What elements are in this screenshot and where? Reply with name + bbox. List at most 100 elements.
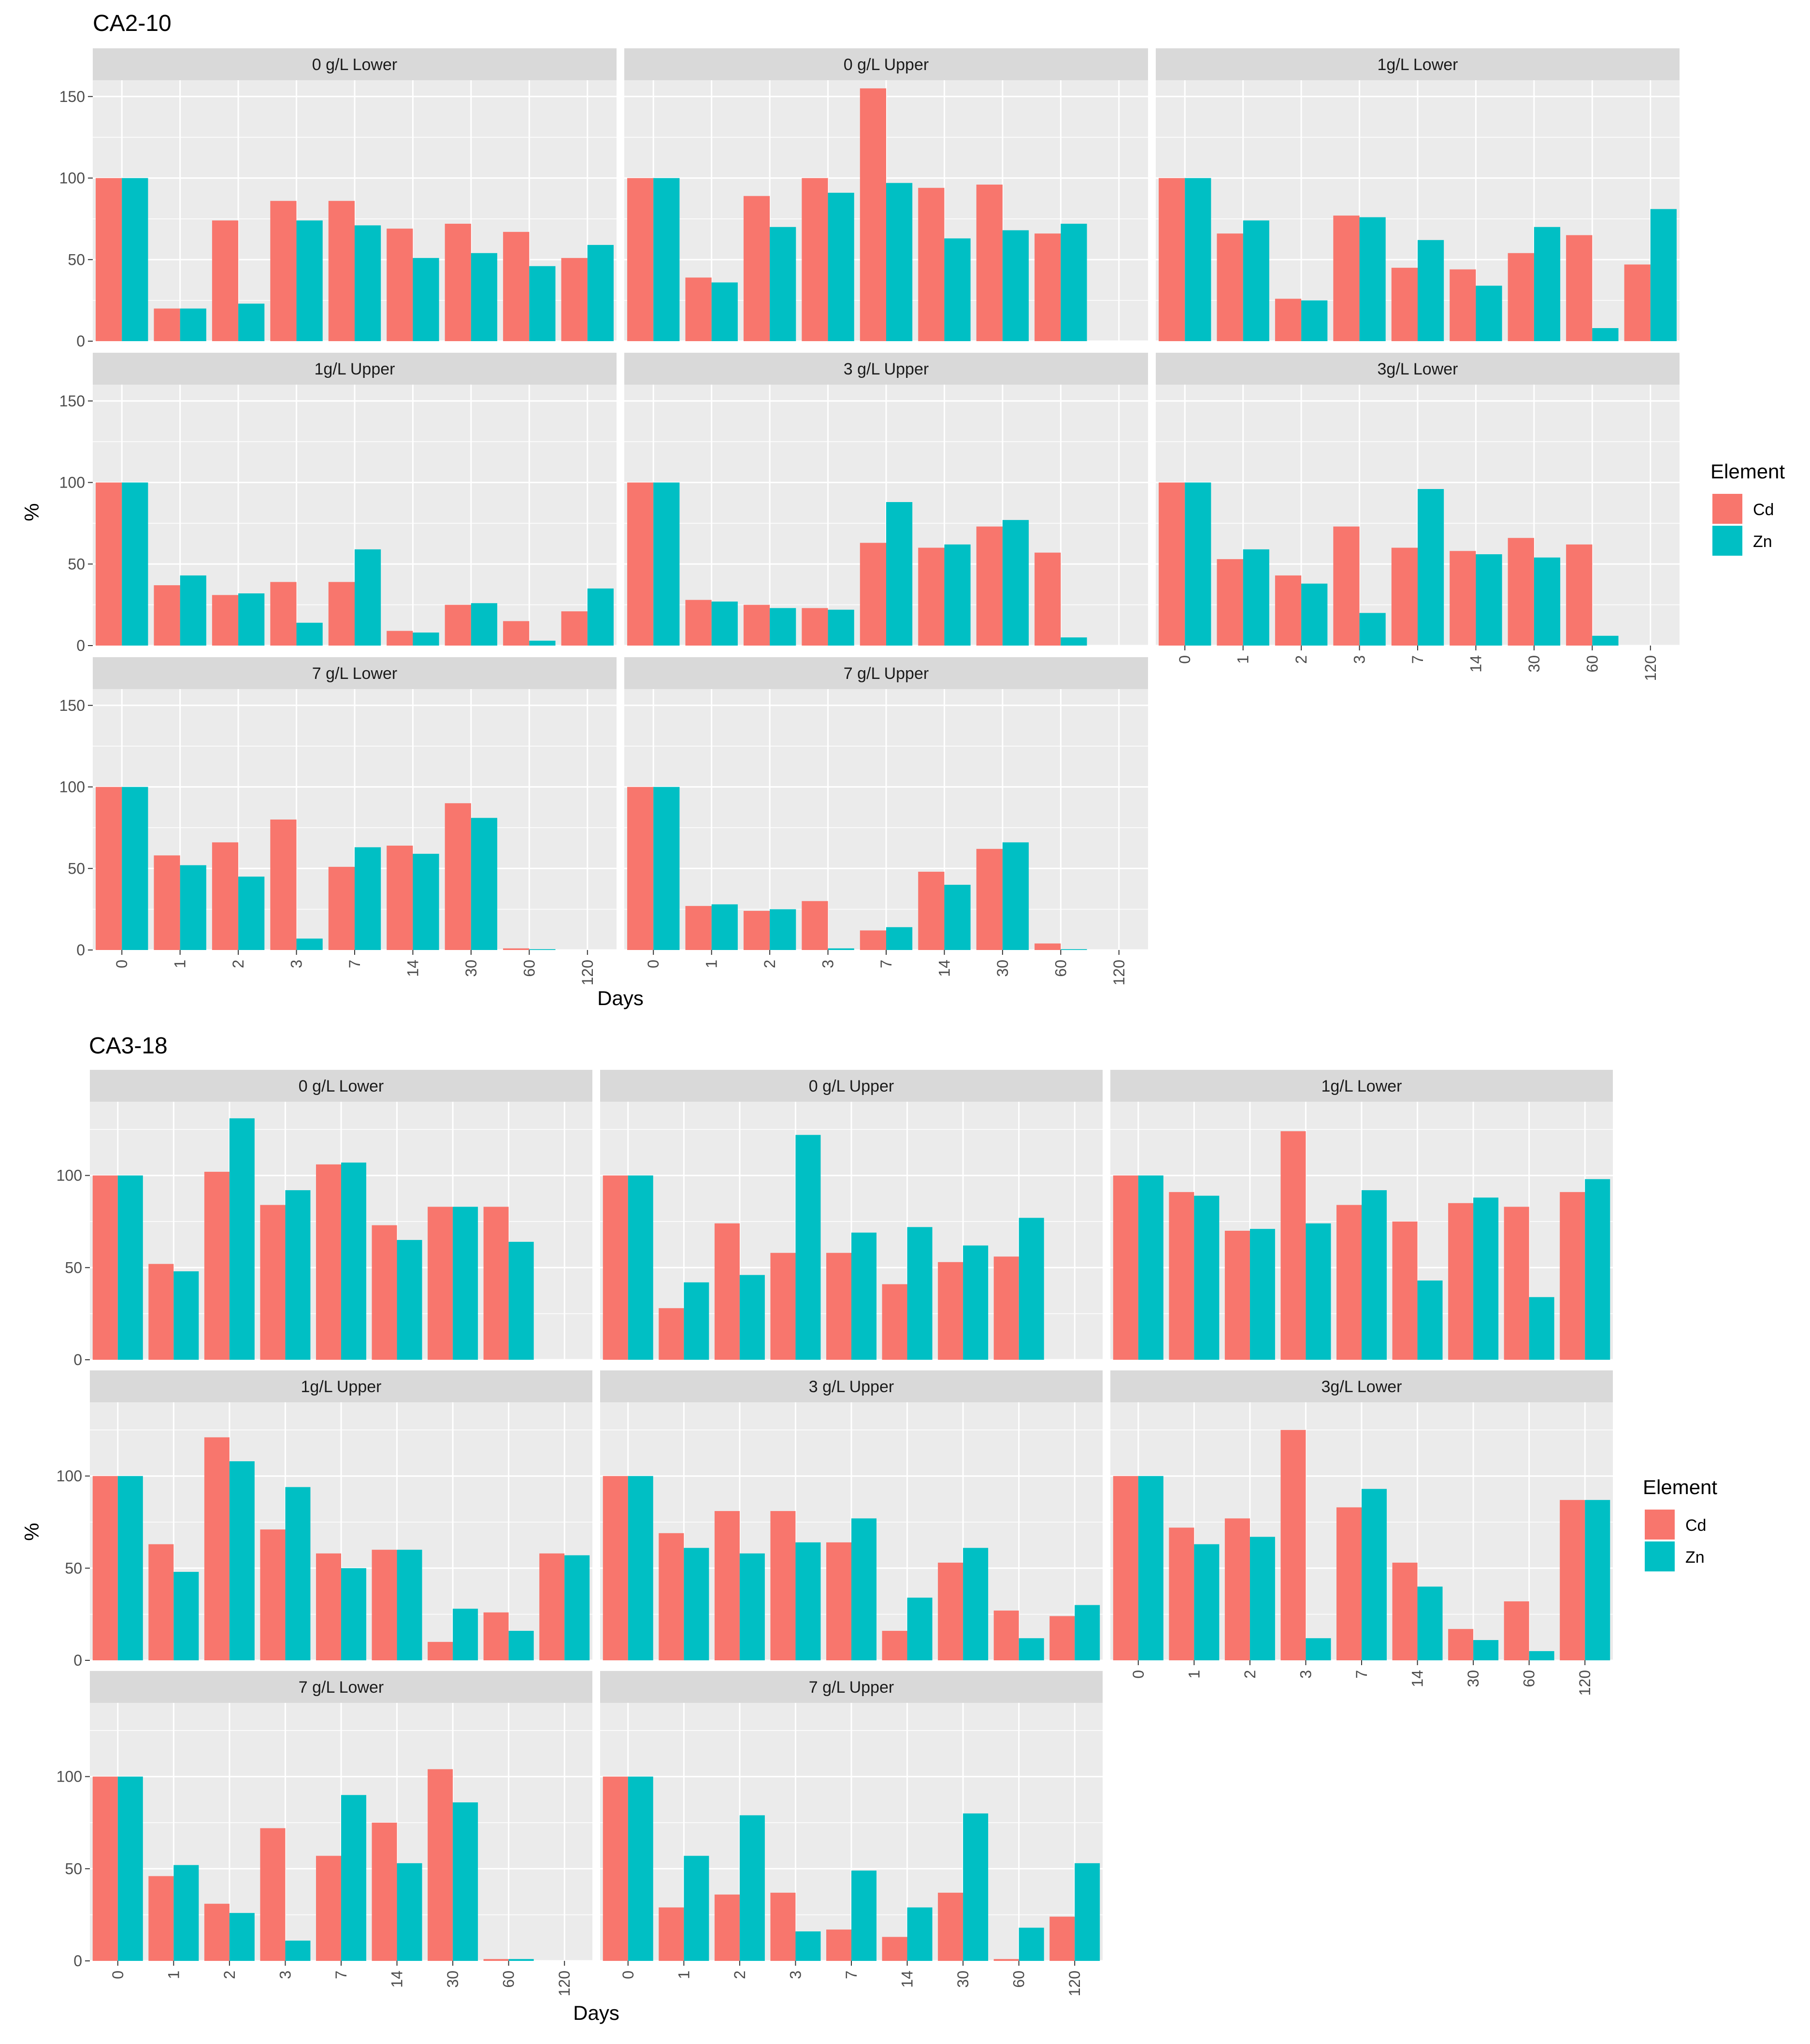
facet-strip	[90, 1070, 592, 1102]
x-tick-label: 120	[1110, 960, 1128, 985]
bar-cd-day-60	[1566, 544, 1593, 646]
x-tick-label: 0	[645, 960, 662, 968]
x-tick-label: 60	[520, 960, 538, 977]
bar-zn-day-3	[795, 1931, 821, 1961]
bar-zn-day-120	[1075, 1863, 1100, 1961]
x-tick-label: 120	[556, 1971, 573, 1996]
bar-cd-day-3	[1280, 1430, 1306, 1660]
bar-zn-day-120	[1585, 1179, 1610, 1360]
bar-zn-day-14	[397, 1240, 422, 1360]
bar-zn-day-14	[1417, 1586, 1443, 1660]
bar-zn-day-2	[770, 608, 796, 646]
bar-zn-day-1	[684, 1856, 709, 1961]
legend-label-cd: Cd	[1753, 501, 1774, 519]
y-tick-label: 50	[65, 1559, 82, 1577]
bar-cd-day-120	[539, 1553, 565, 1660]
bar-cd-day-2	[714, 1223, 740, 1360]
bar-zn-day-60	[508, 1630, 534, 1660]
bar-cd-day-14	[918, 547, 945, 646]
bar-cd-day-30	[938, 1892, 963, 1961]
bar-cd-day-60	[1504, 1207, 1529, 1360]
bar-cd-day-0	[92, 1175, 118, 1360]
bar-zn-day-0	[628, 1776, 653, 1961]
bar-zn-day-7	[851, 1518, 876, 1660]
bar-zn-day-1	[1194, 1195, 1220, 1360]
bar-cd-day-2	[743, 911, 770, 950]
bar-cd-day-7	[1391, 268, 1418, 341]
bar-cd-day-120	[1624, 264, 1651, 341]
bar-cd-day-3	[802, 608, 828, 646]
x-tick-label: 2	[761, 960, 778, 968]
x-tick-label: 60	[1521, 1670, 1538, 1687]
x-tick-label: 60	[1010, 1971, 1028, 1988]
x-tick-label: 7	[877, 960, 895, 968]
y-axis-title: %	[20, 503, 43, 521]
bar-cd-day-2	[714, 1894, 740, 1961]
bar-zn-day-14	[907, 1227, 933, 1360]
legend-label-zn: Zn	[1753, 533, 1772, 551]
bar-cd-day-60	[483, 1959, 509, 1961]
facet-strip-label: 0 g/L Upper	[844, 56, 929, 74]
facet-strip-label: 7 g/L Upper	[844, 664, 929, 683]
y-tick-label: 150	[59, 88, 85, 105]
bar-zn-day-3	[1306, 1638, 1331, 1660]
bar-zn-day-30	[471, 253, 498, 341]
bar-cd-day-14	[387, 229, 413, 341]
chart-title: CA3-18	[89, 1033, 168, 1059]
x-tick-label: 2	[1241, 1670, 1259, 1679]
bar-cd-day-2	[743, 605, 770, 646]
bar-cd-day-3	[770, 1511, 796, 1660]
facet-strip-label: 1g/L Upper	[315, 360, 395, 378]
bar-zn-day-2	[1301, 300, 1328, 341]
x-tick-label: 1	[165, 1971, 182, 1979]
bar-cd-day-2	[212, 220, 239, 341]
bar-cd-day-0	[1159, 482, 1185, 646]
bar-zn-day-60	[529, 949, 556, 950]
bar-zn-day-1	[711, 904, 738, 950]
bar-zn-day-120	[1585, 1500, 1610, 1660]
x-tick-label: 0	[1176, 655, 1193, 664]
bar-zn-day-3	[1359, 613, 1386, 646]
bar-zn-day-3	[795, 1542, 821, 1660]
facet-strip	[93, 657, 617, 689]
bar-cd-day-0	[92, 1776, 118, 1961]
bar-zn-day-0	[1138, 1476, 1164, 1660]
bar-zn-day-2	[229, 1913, 255, 1961]
bar-zn-day-14	[1417, 1280, 1443, 1360]
bar-zn-day-1	[1243, 220, 1269, 341]
x-tick-label: 7	[346, 960, 363, 968]
x-tick-label: 3	[819, 960, 837, 968]
x-tick-label: 1	[703, 960, 720, 968]
x-axis-title: Days	[573, 2001, 619, 2024]
facet-panel: 3 g/L Upper	[600, 1370, 1103, 1661]
bar-cd-day-60	[993, 1611, 1019, 1660]
y-axis-title: %	[20, 1523, 43, 1540]
bar-cd-day-3	[270, 582, 297, 646]
bar-cd-day-0	[92, 1476, 118, 1660]
bar-zn-day-3	[285, 1487, 311, 1660]
bar-zn-day-60	[508, 1241, 534, 1360]
bar-zn-day-14	[944, 238, 971, 341]
bar-cd-day-60	[993, 1959, 1019, 1961]
facet-strip-label: 1g/L Lower	[1322, 1077, 1402, 1095]
bar-zn-day-14	[397, 1863, 422, 1961]
facet-strip-label: 0 g/L Upper	[809, 1077, 894, 1095]
x-tick-label: 2	[230, 960, 247, 968]
bar-cd-day-14	[387, 846, 413, 950]
bar-zn-day-2	[739, 1553, 765, 1660]
x-tick-label: 14	[1409, 1670, 1426, 1687]
legend-label-zn: Zn	[1685, 1548, 1705, 1567]
x-tick-label: 0	[113, 960, 130, 968]
facet-panel: 0 g/L Upper	[624, 48, 1148, 342]
facet-panel: 3g/L Lower 0 1 2 3 7 14 30 60 120	[1156, 353, 1680, 681]
bar-zn-day-30	[963, 1813, 989, 1961]
bar-cd-day-30	[428, 1769, 453, 1961]
bar-cd-day-7	[1391, 547, 1418, 646]
bar-zn-day-0	[1138, 1175, 1164, 1360]
y-tick-label: 50	[68, 555, 85, 573]
facet-panel: 1g/L Upper 0 50 100	[57, 1370, 592, 1669]
bar-cd-day-1	[148, 1876, 174, 1961]
bar-cd-day-60	[1504, 1601, 1529, 1660]
y-tick-label: 0	[76, 332, 85, 350]
